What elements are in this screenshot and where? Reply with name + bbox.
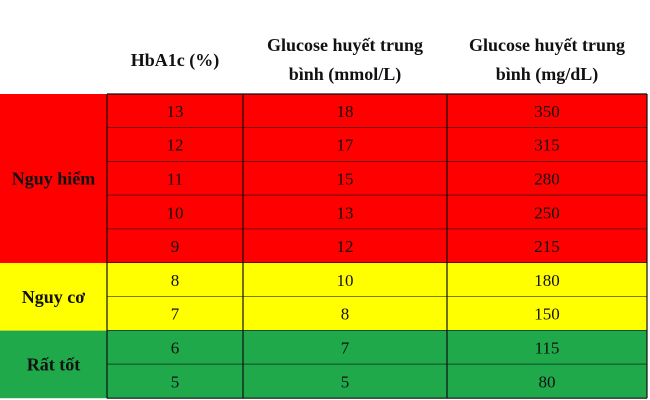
column-header-hba1c: HbA1c (%) [131, 50, 220, 71]
cell-mmol: 12 [337, 237, 354, 256]
category-block [0, 94, 107, 263]
cell-mmol: 13 [337, 203, 354, 222]
cell-mgdl: 115 [535, 339, 560, 358]
column-header-mmol: Glucose huyết trung bình (mmol/L) [267, 35, 423, 85]
table-row [107, 296, 647, 331]
table-row [107, 161, 647, 196]
category-block [0, 330, 107, 399]
column-header-line: bình (mmol/L) [289, 64, 402, 85]
cell-mmol: 18 [337, 102, 354, 121]
cell-mgdl: 180 [534, 271, 560, 290]
column-header-line: HbA1c (%) [131, 50, 220, 71]
column-header-line: Glucose huyết trung [267, 35, 423, 55]
cell-mmol: 15 [337, 170, 354, 189]
cell-mmol: 17 [337, 136, 355, 155]
table-row [107, 94, 647, 128]
table-row [107, 263, 647, 297]
cell-mgdl: 350 [534, 102, 560, 121]
table-row [107, 364, 647, 399]
table-row [107, 195, 647, 230]
column-header-mgdl: Glucose huyết trung bình (mg/dL) [469, 35, 625, 85]
cell-hba1c: 5 [171, 372, 180, 391]
cell-mmol: 8 [341, 305, 350, 324]
table-row [107, 127, 647, 162]
column-header-line: bình (mg/dL) [496, 64, 599, 85]
category-label: Nguy hiểm [12, 169, 96, 189]
cell-hba1c: 7 [171, 305, 180, 324]
cell-hba1c: 11 [167, 170, 183, 189]
cell-hba1c: 8 [171, 271, 180, 290]
cell-hba1c: 10 [167, 203, 184, 222]
category-label: Nguy cơ [22, 287, 85, 307]
cell-hba1c: 13 [167, 102, 184, 121]
cell-mmol: 7 [341, 339, 350, 358]
cell-hba1c: 6 [171, 339, 180, 358]
cell-mgdl: 250 [534, 203, 560, 222]
cell-mmol: 10 [337, 271, 354, 290]
cell-hba1c: 9 [171, 237, 180, 256]
cell-mgdl: 280 [534, 170, 560, 189]
table-row [107, 330, 647, 365]
cell-mgdl: 80 [539, 372, 556, 391]
category-block [0, 263, 107, 331]
cell-mgdl: 150 [534, 305, 560, 324]
cell-hba1c: 12 [167, 136, 184, 155]
cell-mmol: 5 [341, 372, 350, 391]
table-row [107, 229, 647, 263]
cell-mgdl: 215 [534, 237, 560, 256]
category-label: Rất tốt [27, 354, 80, 374]
cell-mgdl: 315 [534, 136, 560, 155]
column-header-line: Glucose huyết trung [469, 35, 625, 55]
